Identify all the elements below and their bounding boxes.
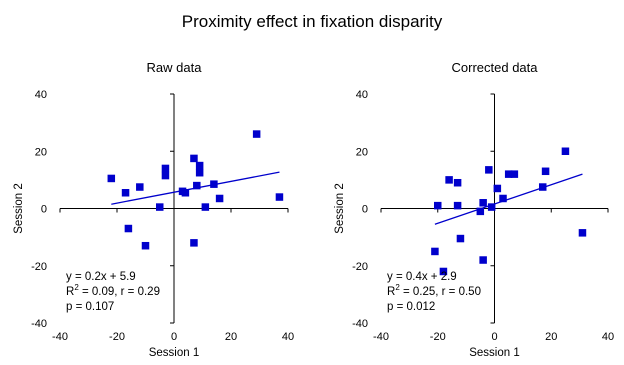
x-tick-label: -20 [430,331,446,343]
data-point [504,170,513,178]
data-point [541,167,550,176]
data-point [141,241,150,250]
data-point [107,174,116,183]
data-point [453,201,462,210]
p-value-text: p = 0.012 [387,301,435,313]
data-point [210,180,218,188]
r-squared-text: R2 = 0.09, r = 0.29 [66,283,160,298]
r-squared-text: R2 = 0.25, r = 0.50 [387,283,481,298]
regression-equation: y = 0.4x + 2.9 [387,271,457,283]
data-point [476,207,485,216]
data-point [493,184,502,193]
data-point [190,239,198,247]
x-tick-label: 0 [171,331,177,343]
r-squared-letter: R [66,286,74,298]
r-squared-value: = 0.09, r = 0.29 [79,286,160,298]
x-tick-label: -40 [373,331,389,343]
chart-panel-corrected: Corrected data -40 -20 0 20 40 -40 -20 0 20 40 Sess… [334,60,614,359]
data-point [161,164,170,173]
data-point [439,267,448,276]
data-point [201,203,210,211]
data-point [190,154,198,163]
regression-equation: y = 0.2x + 5.9 [66,271,136,283]
y-tick-label: 40 [35,89,47,101]
data-point [252,130,261,138]
data-point [510,170,519,178]
data-point [538,183,547,191]
data-point [124,224,133,233]
y-tick-label: 20 [35,146,47,158]
r-squared-value: = 0.25, r = 0.50 [400,286,481,298]
data-point [156,203,164,211]
data-point [487,203,496,211]
data-point [456,234,465,243]
y-axis-label: Session 2 [13,183,25,234]
regression-line [434,173,583,225]
chart-panel-raw: Raw data -40 -20 0 20 40 -40 -20 0 20 40 Session 1 S… [13,60,294,359]
data-point [193,181,201,190]
data-point [431,247,439,256]
data-point [434,201,442,210]
data-point [215,194,224,203]
y-tick-label: -20 [352,261,368,273]
data-point [161,171,170,180]
panel-title: Corrected data [452,60,539,75]
data-point [499,194,507,203]
x-axis-label: Session 1 [469,347,520,359]
data-point [195,168,204,177]
data-point [181,189,190,197]
data-point [445,176,453,184]
data-point [479,199,487,207]
y-tick-label: 40 [356,89,368,101]
y-tick-label: 20 [356,146,368,158]
data-point [453,178,462,187]
y-tick-label: -20 [31,261,47,273]
main-title: Proximity effect in fixation disparity [182,12,443,31]
x-tick-label: 0 [491,331,497,343]
x-tick-label: 40 [282,331,294,343]
x-axis-label: Session 1 [149,347,200,359]
data-point [479,256,487,264]
p-value-text: p = 0.107 [66,301,114,313]
x-tick-label: 20 [225,331,237,343]
data-point [121,189,130,197]
x-tick-label: 40 [602,331,614,343]
y-axis-label: Session 2 [334,183,346,234]
data-point [485,166,493,174]
r-squared-letter: R [387,286,395,298]
y-tick-label: 0 [41,204,47,216]
r-squared-superscript: 2 [74,283,79,292]
data-point [578,229,587,237]
x-tick-label: -20 [109,331,125,343]
x-tick-label: 20 [545,331,557,343]
r-squared-superscript: 2 [395,283,400,292]
panel-title: Raw data [147,60,203,75]
y-tick-label: -40 [352,318,368,330]
data-point [275,193,284,201]
x-tick-label: -40 [52,331,68,343]
data-point [561,147,570,155]
data-point [136,183,144,191]
y-tick-label: 0 [362,204,368,216]
y-tick-label: -40 [31,318,47,330]
data-point [195,161,204,170]
